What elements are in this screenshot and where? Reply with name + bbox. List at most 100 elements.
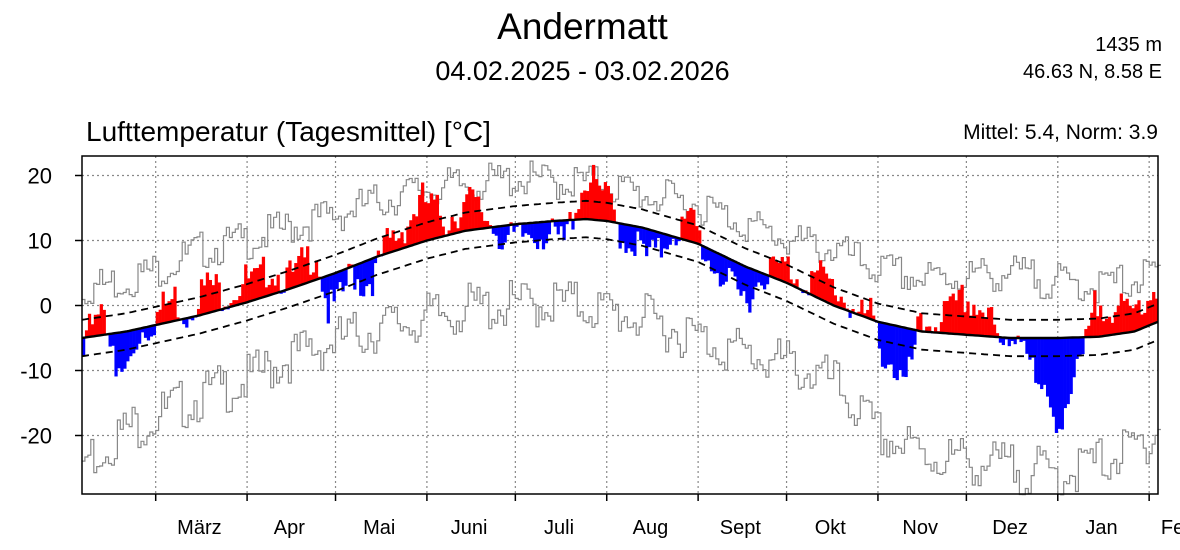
daily-bar: [1134, 304, 1138, 332]
daily-bar: [718, 253, 723, 287]
daily-bar: [754, 269, 758, 287]
daily-bar: [479, 212, 484, 229]
daily-bar: [111, 333, 115, 346]
x-tick-label-9: Dez: [992, 517, 1028, 539]
daily-bar: [709, 249, 714, 272]
daily-bar: [848, 310, 852, 318]
daily-bar: [957, 289, 961, 335]
daily-bar: [901, 326, 905, 377]
daily-bar: [270, 278, 274, 295]
daily-bar: [1146, 300, 1150, 327]
daily-bar: [264, 287, 269, 297]
daily-bar: [1122, 300, 1126, 334]
daily-bar: [138, 328, 142, 344]
daily-bar: [314, 260, 319, 281]
daily-bar: [468, 186, 472, 231]
daily-bar: [1069, 337, 1073, 395]
x-tick-label-2: Mai: [363, 517, 395, 539]
daily-bar: [736, 262, 740, 290]
daily-bar: [553, 221, 557, 227]
daily-bar: [739, 263, 743, 296]
daily-bar: [462, 202, 466, 232]
daily-bar: [1057, 338, 1062, 429]
daily-bar: [860, 299, 864, 316]
daily-bar: [1001, 337, 1006, 346]
daily-bar: [311, 272, 316, 282]
daily-bar: [830, 279, 835, 305]
daily-bar: [998, 337, 1003, 343]
daily-bar: [102, 309, 106, 335]
daily-bar: [715, 252, 720, 274]
daily-bar: [945, 301, 949, 334]
daily-bar: [173, 286, 177, 322]
daily-bar: [1104, 318, 1109, 336]
daily-bar: [1022, 338, 1026, 341]
daily-bar: [1110, 322, 1115, 335]
daily-bar: [591, 164, 596, 220]
daily-bar: [108, 334, 112, 347]
daily-bar: [1040, 338, 1044, 390]
daily-bar: [1090, 312, 1094, 337]
daily-bar: [341, 270, 345, 292]
daily-bar: [1037, 338, 1041, 385]
daily-bar: [1031, 338, 1035, 358]
daily-bar: [538, 222, 543, 240]
daily-bar: [285, 267, 289, 291]
daily-bar: [981, 312, 985, 336]
daily-bar: [494, 226, 498, 236]
y-tick-label: -20: [20, 424, 52, 449]
daily-bar: [547, 221, 552, 235]
daily-bar: [1072, 337, 1076, 378]
daily-bar: [123, 331, 127, 369]
station-coordinates: 46.63 N, 8.58 E: [1023, 61, 1162, 83]
daily-bar: [972, 304, 976, 336]
daily-bar: [288, 260, 292, 290]
x-tick-label-0: März: [177, 517, 221, 539]
daily-bar: [152, 325, 156, 336]
daily-bar: [689, 207, 693, 242]
daily-bar: [692, 209, 696, 243]
daily-bar: [907, 328, 911, 357]
daily-bar: [686, 211, 690, 241]
daily-bar: [208, 279, 213, 313]
daily-bar: [577, 209, 581, 220]
daily-bar: [447, 230, 451, 236]
daily-bar: [527, 223, 531, 235]
daily-bar: [90, 324, 95, 337]
daily-bar: [291, 271, 295, 289]
daily-bar: [474, 197, 478, 230]
daily-bar: [1101, 321, 1106, 337]
x-tick-label-10: Jan: [1085, 517, 1117, 539]
daily-bar: [205, 272, 210, 314]
daily-bar: [359, 263, 363, 296]
daily-bar: [659, 232, 664, 258]
daily-bar: [1051, 338, 1056, 417]
daily-bar: [297, 255, 301, 287]
daily-bar: [680, 216, 684, 239]
daily-bar: [1119, 293, 1123, 334]
daily-bar: [158, 309, 162, 325]
daily-bar: [1084, 329, 1088, 338]
daily-bar: [630, 225, 634, 252]
y-tick-label: 20: [28, 164, 52, 189]
daily-bar: [503, 225, 507, 243]
daily-bar: [574, 212, 578, 220]
daily-bar: [96, 314, 100, 336]
daily-bar: [780, 256, 784, 281]
daily-bar: [161, 291, 165, 324]
daily-bar: [1007, 337, 1011, 347]
daily-bar: [1087, 325, 1091, 338]
daily-bar: [332, 274, 336, 302]
daily-bar: [600, 190, 605, 221]
daily-bar: [624, 224, 628, 253]
daily-bar: [851, 308, 855, 312]
daily-bar: [987, 307, 991, 337]
daily-bar: [559, 220, 563, 227]
daily-bar: [571, 219, 575, 230]
daily-bar: [143, 327, 148, 338]
daily-bar: [400, 232, 404, 250]
daily-bar: [925, 326, 929, 332]
daily-bar: [836, 301, 840, 307]
y-tick-label: -10: [20, 359, 52, 384]
daily-bar: [768, 257, 773, 276]
